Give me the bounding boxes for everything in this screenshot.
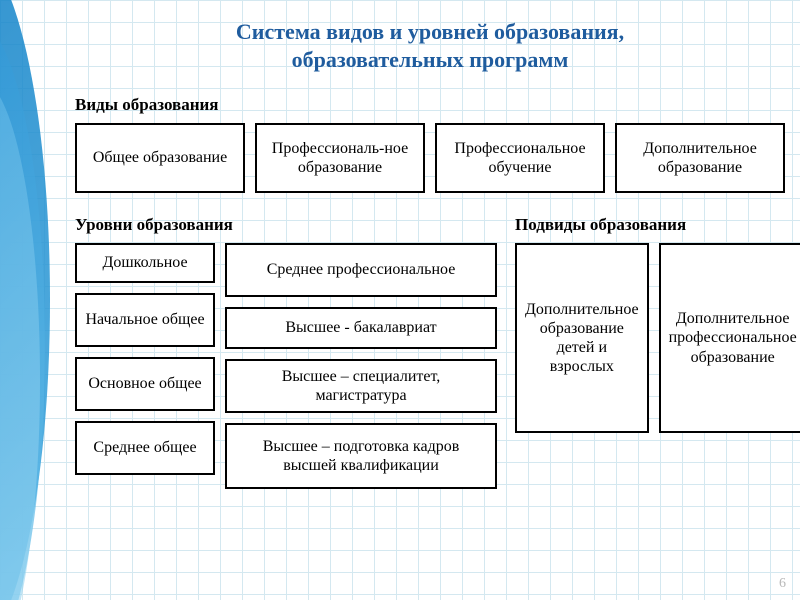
types-row: Общее образование Профессиональ-ное обра…: [75, 123, 785, 193]
level-primary: Начальное общее: [75, 293, 215, 347]
title-line2: образовательных программ: [292, 47, 569, 72]
levels-section-label: Уровни образования: [75, 215, 497, 235]
types-section-label: Виды образования: [75, 95, 785, 115]
title-line1: Система видов и уровней образования,: [236, 19, 624, 44]
content-area: Система видов и уровней образования, обр…: [0, 0, 800, 489]
subtypes-section-label: Подвиды образования: [515, 215, 785, 235]
type-box-additional: Дополнительное образование: [615, 123, 785, 193]
subtype-children-adults: Дополнительное образование детей и взрос…: [515, 243, 649, 433]
type-box-training: Профессиональное обучение: [435, 123, 605, 193]
page-number: 6: [779, 576, 786, 592]
type-box-general: Общее образование: [75, 123, 245, 193]
level-preschool: Дошкольное: [75, 243, 215, 283]
level-basic: Основное общее: [75, 357, 215, 411]
lower-columns: Уровни образования Дошкольное Начальное …: [75, 215, 785, 489]
subtypes-area: Подвиды образования Дополнительное образ…: [515, 215, 785, 489]
level-postgrad: Высшее – подготовка кадров высшей квалиф…: [225, 423, 497, 489]
page-title: Система видов и уровней образования, обр…: [75, 18, 785, 73]
level-vocational: Среднее профессиональное: [225, 243, 497, 297]
subtype-professional: Дополнительное профессиональное образова…: [659, 243, 800, 433]
levels-column-1: Дошкольное Начальное общее Основное обще…: [75, 243, 215, 489]
levels-column-2: Среднее профессиональное Высшее - бакала…: [225, 243, 497, 489]
level-bachelor: Высшее - бакалавриат: [225, 307, 497, 349]
level-secondary: Среднее общее: [75, 421, 215, 475]
type-box-professional: Профессиональ-ное образование: [255, 123, 425, 193]
subtypes-row: Дополнительное образование детей и взрос…: [515, 243, 785, 433]
levels-area: Уровни образования Дошкольное Начальное …: [75, 215, 497, 489]
level-specialist: Высшее – специалитет, магистратура: [225, 359, 497, 413]
